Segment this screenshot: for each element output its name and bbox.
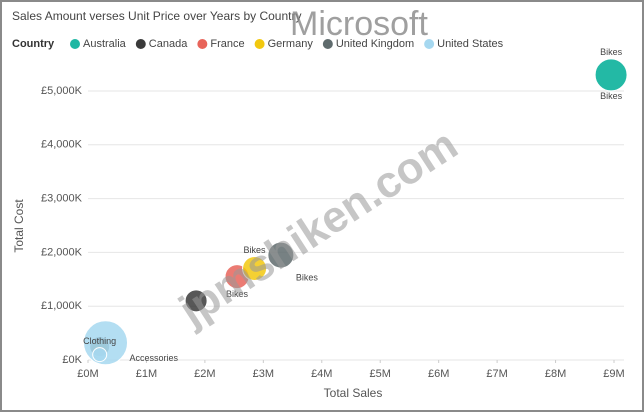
legend-marker	[197, 39, 208, 49]
x-tick-label: £7M	[486, 368, 507, 380]
legend: Australia Canada France Germany United Kingd…	[70, 38, 504, 50]
x-tick-label: £3M	[253, 368, 274, 380]
legend-label: United Kingdom	[336, 38, 414, 50]
legend-marker	[254, 39, 265, 49]
watermark: Microsoft	[290, 5, 428, 43]
legend-marker	[322, 39, 333, 49]
x-tick-label: £6M	[428, 368, 449, 380]
x-tick-label: £4M	[311, 368, 332, 380]
bubble	[92, 347, 108, 363]
data-label: Bikes	[600, 91, 623, 101]
legend-label: United States	[437, 38, 504, 50]
y-tick-label: £0K	[62, 354, 82, 366]
legend-label: Canada	[149, 38, 188, 50]
legend-label: Australia	[83, 38, 127, 50]
bubble	[184, 289, 208, 313]
x-tick-label: £2M	[194, 368, 215, 380]
x-tick-label: £5M	[370, 368, 391, 380]
y-tick-label: £2,000K	[41, 246, 83, 258]
chart-title: Sales Amount verses Unit Price over Year…	[12, 9, 301, 23]
data-label: Clothing	[83, 336, 116, 346]
x-tick-label: £0M	[77, 368, 98, 380]
x-tick-label: £1M	[136, 368, 157, 380]
y-tick-label: £4,000K	[41, 139, 83, 151]
y-tick-label: £5,000K	[41, 85, 83, 97]
data-label: Accessories	[130, 353, 179, 363]
y-axis-title: Total Cost	[12, 199, 26, 253]
data-label: Bikes	[226, 289, 249, 299]
y-tick-label: £1,000K	[41, 300, 83, 312]
legend-marker	[424, 39, 435, 49]
bubble	[267, 241, 295, 269]
data-label: Bikes	[600, 47, 623, 57]
legend-title: Country	[12, 38, 55, 50]
plot: £0K £1,000K £2,000K £3,000K £4,000K £5,000K £0…	[41, 47, 628, 380]
x-axis-title: Total Sales	[324, 386, 383, 400]
x-tick-label: £9M	[603, 368, 624, 380]
legend-marker	[70, 39, 80, 49]
bubble	[594, 58, 628, 92]
data-label: Bikes	[244, 245, 267, 255]
bubble	[242, 256, 268, 282]
legend-label: Germany	[268, 38, 314, 50]
legend-marker	[135, 39, 146, 49]
x-tick-label: £8M	[545, 368, 566, 380]
data-label: Bikes	[296, 272, 319, 282]
y-tick-label: £3,000K	[41, 193, 83, 205]
legend-label: France	[210, 38, 244, 50]
